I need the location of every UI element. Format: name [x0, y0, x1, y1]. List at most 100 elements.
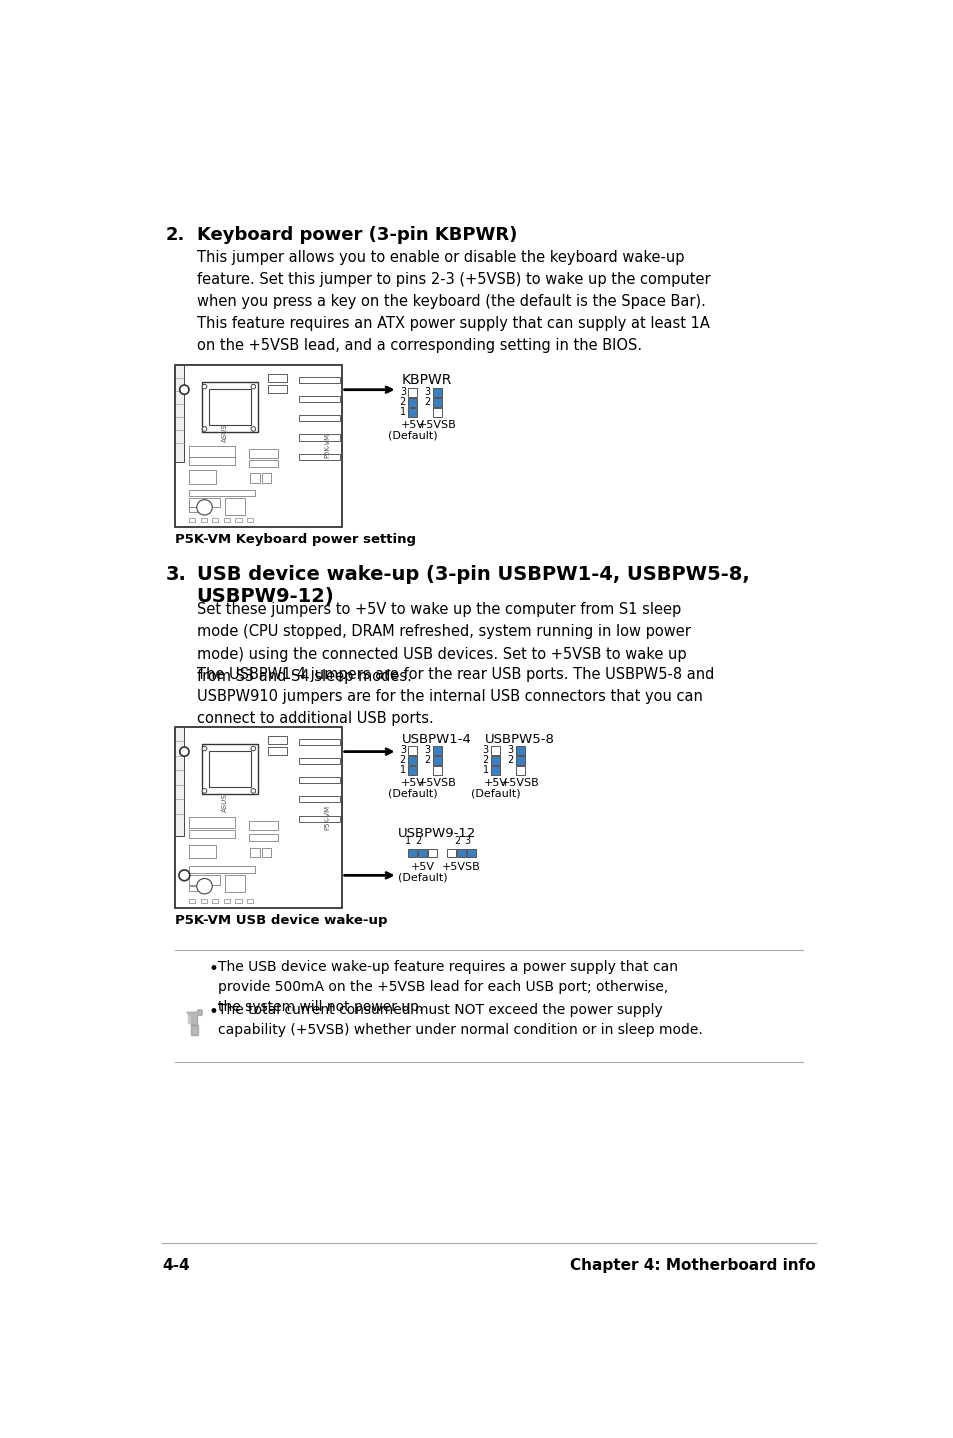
Bar — [189, 830, 235, 838]
Bar — [467, 848, 476, 857]
Bar — [433, 388, 441, 397]
Text: USBPW9-12): USBPW9-12) — [196, 587, 335, 605]
Bar — [212, 899, 218, 903]
Text: P5K-VM USB device wake-up: P5K-VM USB device wake-up — [174, 915, 387, 928]
Text: 3: 3 — [482, 745, 488, 755]
Bar — [189, 508, 204, 512]
Text: +5VSB: +5VSB — [500, 778, 539, 788]
Bar — [268, 746, 287, 755]
Bar — [174, 728, 341, 907]
Bar — [235, 518, 241, 522]
Bar — [408, 756, 416, 765]
Bar — [200, 518, 207, 522]
Bar — [408, 388, 416, 397]
Text: The total current consumed must NOT exceed the power supply
capability (+5VSB) w: The total current consumed must NOT exce… — [217, 1002, 701, 1037]
Text: (Default): (Default) — [387, 430, 436, 440]
Bar — [298, 453, 340, 460]
Text: 3: 3 — [424, 387, 431, 397]
Text: 3: 3 — [424, 745, 431, 755]
Circle shape — [196, 879, 212, 894]
Bar — [447, 848, 456, 857]
Text: 1: 1 — [399, 407, 406, 417]
Text: +5V: +5V — [483, 778, 507, 788]
Text: (Default): (Default) — [470, 788, 519, 798]
Bar — [418, 848, 427, 857]
Bar — [174, 728, 184, 835]
Text: Chapter 4: Motherboard info: Chapter 4: Motherboard info — [570, 1258, 815, 1273]
Circle shape — [251, 788, 255, 794]
Text: 1: 1 — [405, 835, 411, 846]
Text: 1: 1 — [482, 765, 488, 775]
Text: 3.: 3. — [166, 565, 187, 584]
Bar — [189, 457, 235, 464]
Bar — [298, 434, 340, 440]
Text: +5V: +5V — [410, 861, 435, 871]
Circle shape — [251, 427, 255, 431]
Bar — [298, 758, 340, 764]
Text: (Default): (Default) — [397, 873, 447, 883]
Bar — [433, 746, 441, 755]
Circle shape — [202, 384, 207, 388]
Text: Keyboard power (3-pin KBPWR): Keyboard power (3-pin KBPWR) — [196, 226, 517, 244]
Bar — [189, 876, 220, 884]
Text: 1: 1 — [399, 765, 406, 775]
Bar — [408, 408, 416, 417]
Circle shape — [179, 385, 189, 394]
Text: USBPW1-4: USBPW1-4 — [402, 733, 472, 746]
Bar — [250, 473, 259, 483]
Bar — [298, 739, 340, 745]
Bar — [189, 866, 254, 873]
Bar — [189, 489, 254, 496]
Bar — [298, 797, 340, 802]
Bar — [491, 746, 499, 755]
Circle shape — [179, 746, 189, 756]
Bar — [268, 736, 287, 743]
Text: 2: 2 — [507, 755, 513, 765]
Bar — [249, 460, 278, 467]
Text: •: • — [208, 1002, 218, 1021]
Text: 4-4: 4-4 — [162, 1258, 190, 1273]
Text: +5VSB: +5VSB — [441, 861, 480, 871]
Circle shape — [251, 384, 255, 388]
Bar — [249, 821, 278, 830]
Text: This jumper allows you to enable or disable the keyboard wake-up
feature. Set th: This jumper allows you to enable or disa… — [196, 250, 710, 354]
Bar — [224, 518, 230, 522]
Bar — [189, 899, 195, 903]
Text: P5K-VM: P5K-VM — [324, 805, 331, 830]
Bar — [225, 498, 245, 515]
Text: •: • — [208, 959, 218, 978]
Text: +5V: +5V — [400, 778, 424, 788]
Bar — [174, 365, 341, 526]
Polygon shape — [187, 1009, 202, 1025]
Text: Set these jumpers to +5V to wake up the computer from S1 sleep
mode (CPU stopped: Set these jumpers to +5V to wake up the … — [196, 603, 690, 684]
Text: 2: 2 — [424, 397, 431, 407]
Text: 2: 2 — [415, 835, 421, 846]
Circle shape — [202, 427, 207, 431]
Circle shape — [196, 499, 212, 515]
Text: P5K-VM: P5K-VM — [324, 433, 331, 459]
Bar — [189, 817, 235, 828]
Text: The USB device wake-up feature requires a power supply that can
provide 500mA on: The USB device wake-up feature requires … — [217, 959, 677, 1014]
Bar — [189, 844, 216, 858]
Bar — [209, 751, 251, 787]
Text: 2: 2 — [482, 755, 488, 765]
Bar — [247, 518, 253, 522]
Text: 2: 2 — [424, 755, 431, 765]
Text: The USBPW1-4 jumpers are for the rear USB ports. The USBPW5-8 and
USBPW910 jumpe: The USBPW1-4 jumpers are for the rear US… — [196, 667, 714, 726]
Text: 3: 3 — [399, 745, 406, 755]
Text: ASUS: ASUS — [222, 794, 228, 812]
Bar — [247, 899, 253, 903]
Bar — [268, 374, 287, 383]
Bar — [189, 446, 235, 457]
Text: 2: 2 — [399, 755, 406, 765]
Text: (Default): (Default) — [387, 788, 436, 798]
Bar — [298, 416, 340, 421]
Circle shape — [202, 788, 207, 794]
Text: +5VSB: +5VSB — [417, 420, 456, 430]
Text: ASUS: ASUS — [222, 424, 228, 443]
Bar — [224, 899, 230, 903]
Bar — [212, 518, 218, 522]
Bar — [408, 766, 416, 775]
Bar — [189, 470, 216, 485]
Bar — [189, 498, 220, 506]
